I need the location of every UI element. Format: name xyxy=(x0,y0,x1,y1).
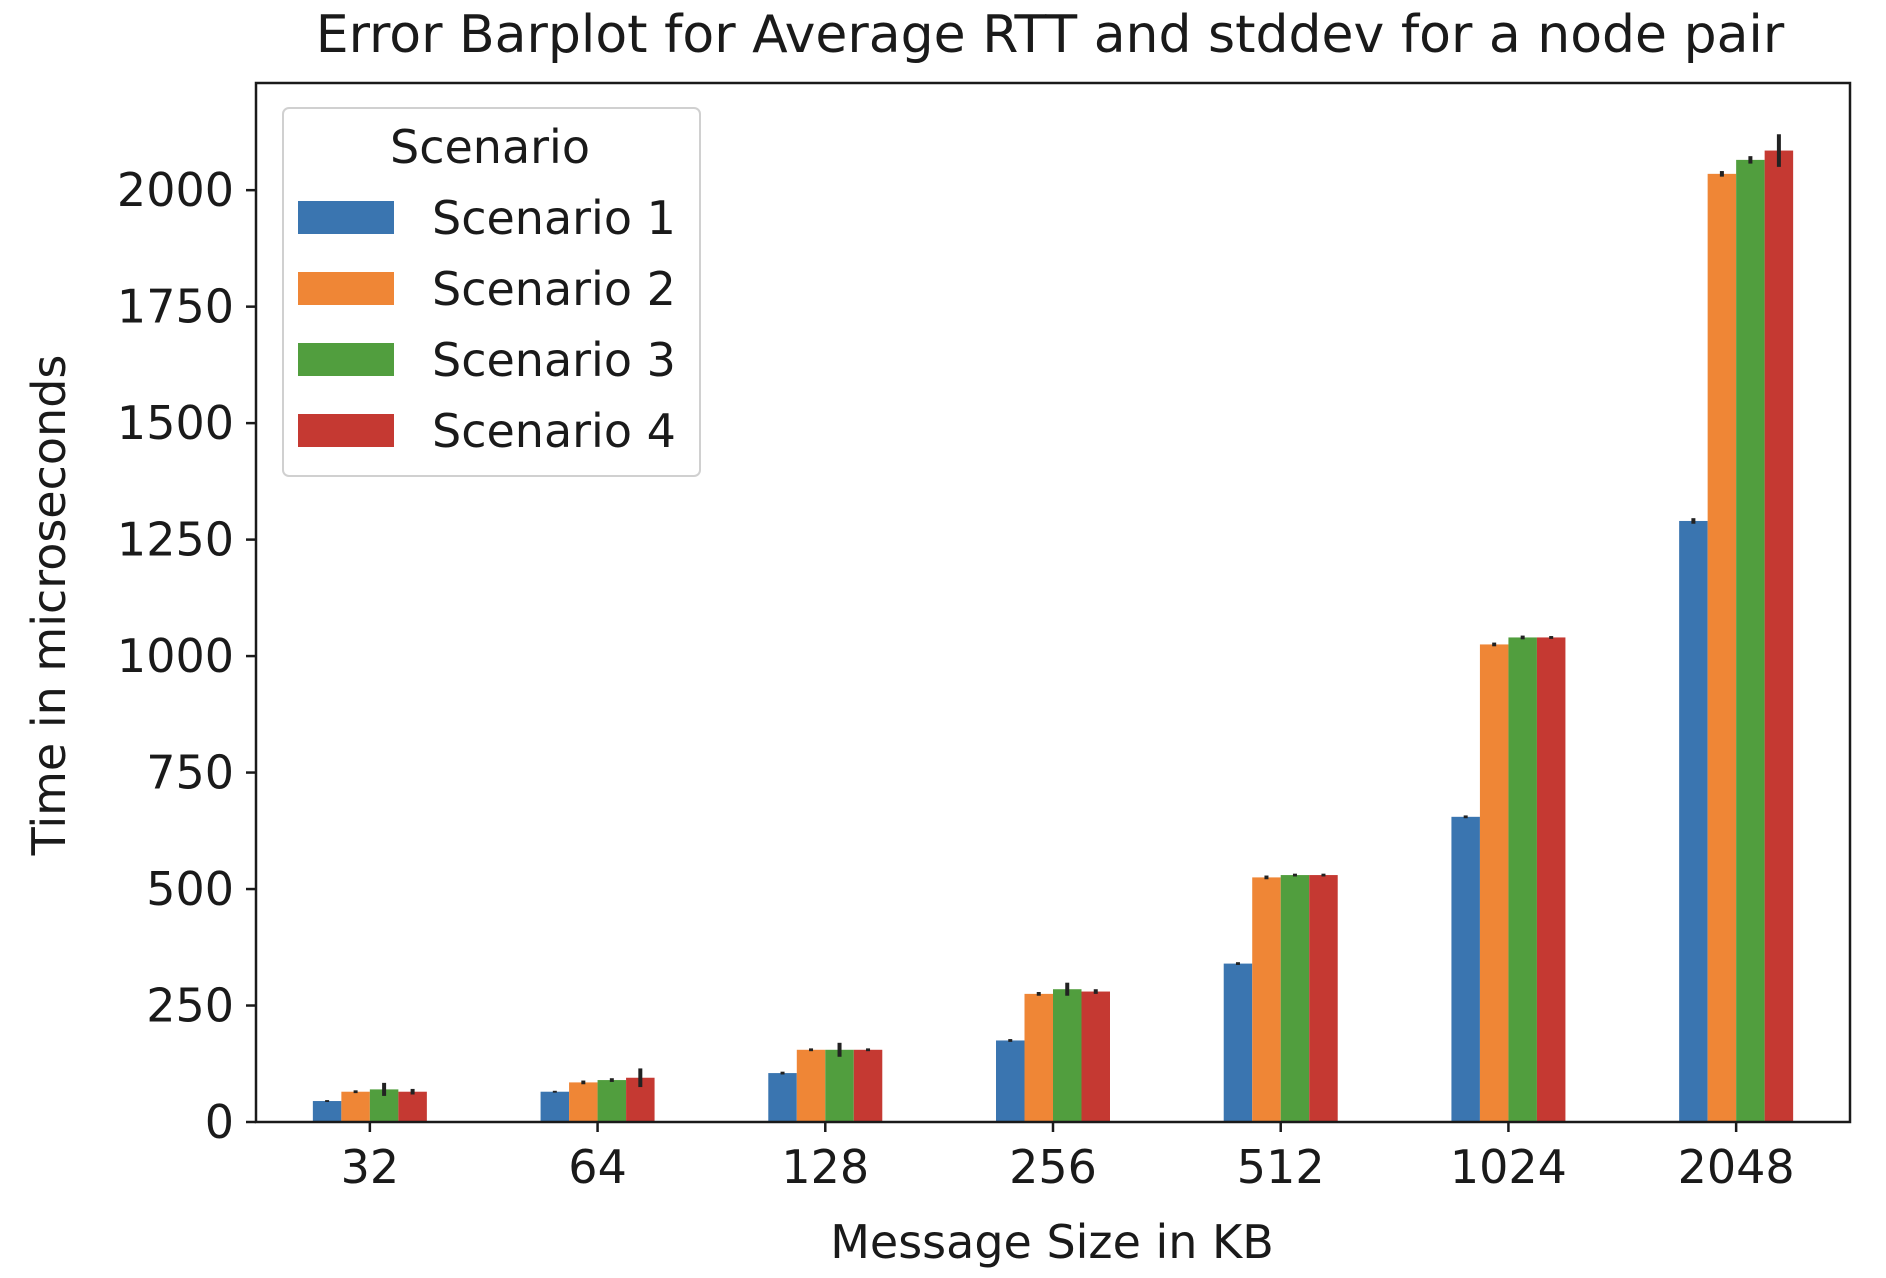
bar xyxy=(398,1091,427,1122)
bar xyxy=(1081,991,1110,1122)
y-tick-label: 1000 xyxy=(117,629,234,683)
bar xyxy=(540,1091,570,1122)
bar xyxy=(768,1073,797,1122)
legend-swatch xyxy=(298,272,394,305)
x-tick-label: 32 xyxy=(341,1140,400,1194)
legend-entry-label: Scenario 1 xyxy=(432,191,676,245)
bar xyxy=(1451,816,1480,1122)
bar xyxy=(1223,963,1253,1122)
chart-title: Error Barplot for Average RTT and stddev… xyxy=(316,5,1785,65)
y-tick-label: 250 xyxy=(146,979,234,1033)
bar xyxy=(1280,875,1310,1122)
bar xyxy=(341,1091,370,1122)
y-tick-label: 500 xyxy=(146,862,234,916)
bar xyxy=(1736,159,1765,1122)
legend-entries: Scenario 1 Scenario 2 Scenario 3 Scenario 4 xyxy=(298,191,676,458)
x-tick-label: 128 xyxy=(781,1140,869,1194)
x-tick-label: 256 xyxy=(1009,1140,1097,1194)
bar xyxy=(1252,877,1281,1122)
bar xyxy=(1679,520,1708,1122)
bar xyxy=(825,1049,854,1122)
bar xyxy=(569,1082,598,1122)
error-bars-layer xyxy=(325,134,1781,1102)
y-tick-label: 1750 xyxy=(117,280,234,334)
x-tick-label: 64 xyxy=(568,1140,627,1194)
y-tick-label: 750 xyxy=(146,746,234,800)
bar xyxy=(1479,644,1509,1122)
bar xyxy=(853,1049,883,1122)
legend-entry-label: Scenario 4 xyxy=(432,404,676,458)
bar xyxy=(597,1080,627,1122)
y-tick-label: 0 xyxy=(205,1095,234,1149)
bar xyxy=(312,1101,342,1122)
y-tick-label: 2000 xyxy=(117,163,234,217)
legend-swatch xyxy=(298,201,394,234)
x-tick-label: 1024 xyxy=(1450,1140,1567,1194)
y-axis-label: Time in microseconds xyxy=(22,355,76,857)
x-axis-ticks: 32 64 128 256 512 1024 2048 xyxy=(341,1122,1795,1194)
bar xyxy=(1707,173,1737,1123)
bar xyxy=(1508,637,1537,1122)
legend-entry-label: Scenario 2 xyxy=(432,262,676,316)
x-tick-label: 2048 xyxy=(1678,1140,1795,1194)
y-tick-label: 1500 xyxy=(117,396,234,450)
bars-layer xyxy=(312,150,1794,1123)
legend-swatch xyxy=(298,343,394,376)
bar xyxy=(1309,875,1338,1122)
legend-swatch xyxy=(298,414,394,447)
bar xyxy=(1053,989,1082,1122)
y-axis-ticks: 0 250 500 750 1000 1250 1500 1750 2000 xyxy=(117,163,256,1149)
y-tick-label: 1250 xyxy=(117,513,234,567)
bar xyxy=(1764,150,1794,1122)
x-tick-label: 512 xyxy=(1237,1140,1325,1194)
bar xyxy=(996,1040,1025,1122)
legend-entry-label: Scenario 3 xyxy=(432,333,676,387)
x-axis-label: Message Size in KB xyxy=(830,1215,1274,1269)
legend-title: Scenario xyxy=(390,120,590,174)
bar xyxy=(1024,993,1053,1122)
bar xyxy=(796,1049,826,1122)
legend-frame xyxy=(282,107,701,477)
bar xyxy=(1536,637,1566,1122)
